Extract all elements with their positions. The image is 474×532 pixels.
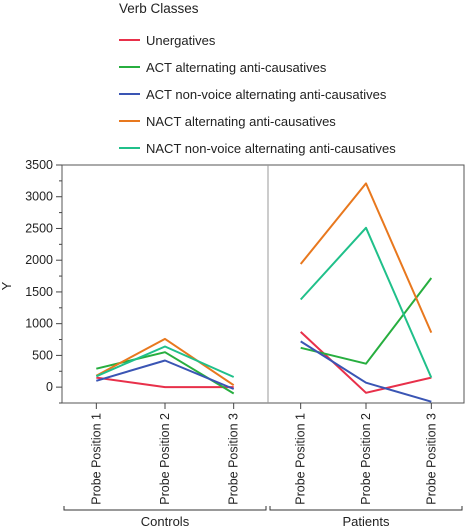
panels: Probe Position 1 Probe Position 2 Probe Po… — [89, 182, 438, 505]
y-axis-label: Y — [0, 281, 14, 290]
series-line-nact-non-voice-alternating-anti-causatives — [95, 345, 235, 378]
y-tick-label: 2000 — [25, 253, 53, 267]
x-tick-label: Probe Position 2 — [158, 413, 172, 505]
group-labels: Controls Patients — [63, 506, 463, 529]
legend-label-nact-non-voice-alternating-anti-causatives: NACT non-voice alternating anti-causativ… — [146, 141, 396, 156]
group-bracket-patients — [269, 506, 463, 511]
series-line-act-non-voice-alternating-anti-causatives — [96, 359, 235, 390]
group-label-controls: Controls — [141, 514, 190, 529]
legend: Verb Classes Unergatives ACT alternating … — [119, 1, 396, 156]
panel-patients: Probe Position 1 Probe Position 2 Probe Po… — [294, 182, 438, 505]
x-tick-label: Probe Position 3 — [227, 413, 241, 505]
y-tick-label: 2500 — [25, 221, 53, 235]
legend-label-nact-alternating-anti-causatives: NACT alternating anti-causatives — [146, 114, 336, 129]
y-tick-label: 1500 — [25, 285, 53, 299]
y-tick-label: 3000 — [25, 190, 53, 204]
legend-label-act-alternating-anti-causatives: ACT alternating anti-causatives — [146, 60, 327, 75]
group-bracket-controls — [63, 506, 267, 511]
series-line-act-alternating-anti-causatives — [300, 277, 433, 365]
y-tick-label: 500 — [32, 348, 53, 362]
legend-label-unergatives: Unergatives — [146, 33, 216, 48]
plot-frame — [61, 164, 465, 404]
series-line-act-non-voice-alternating-anti-causatives — [300, 340, 432, 403]
x-tick-label: Probe Position 1 — [89, 413, 103, 505]
legend-title: Verb Classes — [119, 1, 199, 16]
y-tick-label: 1000 — [25, 317, 53, 331]
y-tick-label: 0 — [46, 380, 53, 394]
x-tick-label: Probe Position 1 — [294, 413, 308, 505]
series-line-nact-alternating-anti-causatives — [95, 337, 235, 387]
x-tick-label: Probe Position 2 — [359, 413, 373, 505]
group-label-patients: Patients — [343, 514, 390, 529]
series-line-unergatives — [96, 376, 234, 389]
panel-controls: Probe Position 1 Probe Position 2 Probe Po… — [89, 337, 241, 505]
axes: 0 500 1000 1500 2000 2500 3000 3500 — [25, 158, 465, 404]
x-tick-label: Probe Position 3 — [424, 413, 438, 505]
series-line-nact-non-voice-alternating-anti-causatives — [299, 226, 433, 378]
y-tick-label: 3500 — [25, 158, 53, 172]
legend-label-act-non-voice-alternating-anti-causatives: ACT non-voice alternating anti-causative… — [146, 87, 387, 102]
series-line-nact-alternating-anti-causatives — [299, 182, 433, 334]
